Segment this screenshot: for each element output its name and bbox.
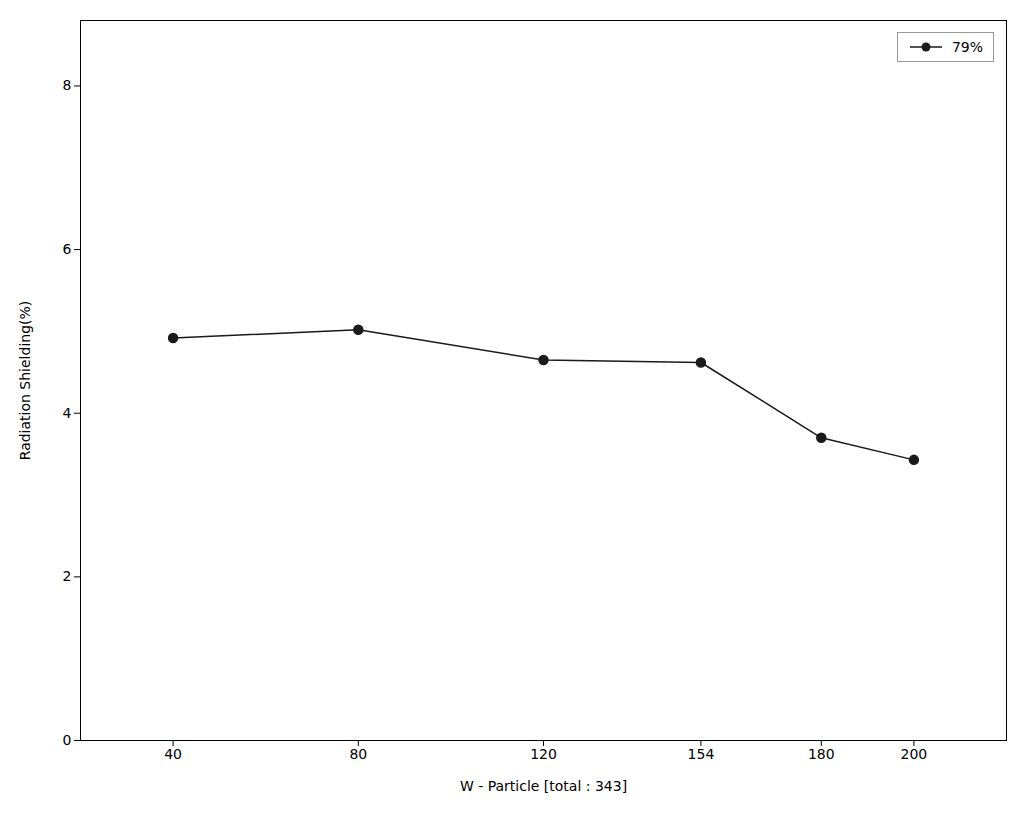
svg-text:4: 4: [63, 405, 72, 421]
svg-text:154: 154: [688, 746, 715, 762]
svg-text:W - Particle [total : 343]: W - Particle [total : 343]: [460, 778, 627, 794]
svg-text:40: 40: [164, 746, 182, 762]
svg-text:200: 200: [901, 746, 928, 762]
svg-text:0: 0: [63, 732, 72, 748]
html-text:79%: 79%: [951, 39, 983, 55]
svg-text:2: 2: [63, 568, 72, 584]
svg-text:6: 6: [63, 241, 72, 257]
svg-text:120: 120: [530, 746, 557, 762]
svg-text:180: 180: [808, 746, 835, 762]
svg-text:Radiation Shielding(%): Radiation Shielding(%): [17, 301, 33, 461]
svg-text:80: 80: [349, 746, 367, 762]
svg-text:8: 8: [63, 77, 72, 93]
